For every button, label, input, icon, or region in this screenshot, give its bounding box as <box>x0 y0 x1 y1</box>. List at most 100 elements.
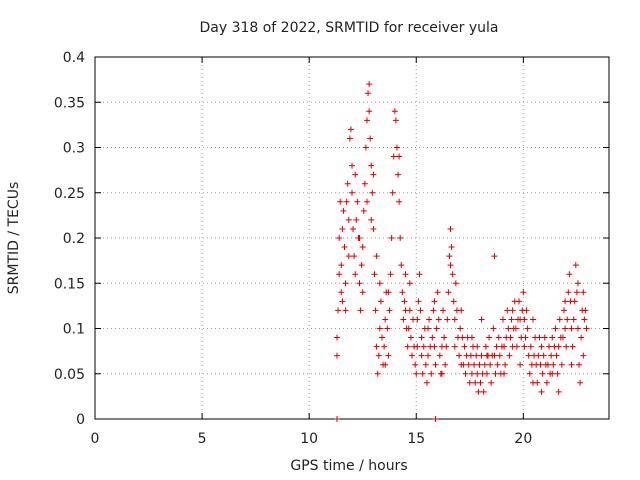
data-point <box>431 343 438 350</box>
data-point <box>506 352 513 359</box>
data-point <box>482 343 489 350</box>
data-point <box>365 90 372 97</box>
data-point <box>488 379 495 386</box>
data-point <box>436 352 443 359</box>
data-point <box>521 343 528 350</box>
data-point <box>389 189 396 196</box>
data-point <box>347 126 354 133</box>
data-point <box>356 235 363 241</box>
data-point <box>509 307 516 314</box>
data-point <box>352 171 359 178</box>
data-point <box>523 307 530 314</box>
data-point <box>537 361 544 368</box>
data-point <box>529 316 536 323</box>
data-point <box>371 271 378 278</box>
x-tick-label: 10 <box>300 431 318 447</box>
data-point <box>477 379 484 386</box>
data-point <box>543 379 550 386</box>
data-point <box>442 361 449 368</box>
data-point <box>451 316 458 323</box>
data-point <box>413 370 420 377</box>
data-point <box>448 244 455 251</box>
data-point <box>372 307 379 314</box>
x-axis-label: GPS time / hours <box>290 458 407 474</box>
data-point <box>334 334 341 341</box>
data-point <box>563 343 570 350</box>
data-point <box>357 307 364 314</box>
data-point <box>351 253 358 260</box>
x-axis: 0 5 10 15 20 <box>91 57 532 447</box>
data-point <box>527 343 534 350</box>
y-tick-label: 0.25 <box>54 186 85 202</box>
y-tick-label: 0 <box>76 412 85 428</box>
data-point <box>418 352 425 359</box>
data-point <box>373 253 380 260</box>
data-point <box>447 225 454 232</box>
data-point <box>513 343 520 350</box>
data-point <box>425 352 432 359</box>
data-point <box>578 334 585 341</box>
data-point <box>450 298 457 305</box>
data-point <box>553 352 560 359</box>
data-point <box>443 343 450 350</box>
data-point <box>334 416 341 422</box>
data-point <box>561 307 568 314</box>
data-point <box>534 379 541 386</box>
data-point <box>541 334 548 341</box>
data-point <box>418 334 425 341</box>
data-point <box>354 198 361 205</box>
data-point <box>370 171 377 178</box>
data-point <box>536 334 543 341</box>
data-point <box>363 117 370 124</box>
data-point <box>339 225 346 232</box>
data-point <box>378 334 385 341</box>
data-point <box>440 307 447 314</box>
data-point <box>417 307 424 314</box>
data-point <box>569 343 576 350</box>
data-point <box>399 289 406 296</box>
data-point <box>397 235 404 241</box>
data-point <box>422 361 429 368</box>
data-point <box>385 289 392 296</box>
data-point <box>461 343 468 350</box>
data-point <box>474 370 481 377</box>
data-point <box>342 280 349 287</box>
data-point <box>385 352 392 359</box>
data-point <box>377 298 384 305</box>
data-point <box>555 388 562 395</box>
data-point <box>375 352 382 359</box>
data-point <box>338 262 345 269</box>
x-tick-label: 5 <box>198 431 207 447</box>
data-point <box>524 325 531 332</box>
data-point <box>549 334 556 341</box>
data-point <box>337 198 344 205</box>
data-point <box>520 289 527 296</box>
data-point <box>412 361 419 368</box>
data-point <box>474 343 481 350</box>
data-point <box>381 343 388 350</box>
data-point <box>458 307 465 314</box>
data-point <box>452 280 459 287</box>
data-point <box>349 189 355 196</box>
data-point <box>358 262 365 269</box>
data-point <box>478 352 485 359</box>
data-point <box>416 271 423 278</box>
data-point <box>574 325 581 332</box>
data-point <box>432 416 439 422</box>
data-point <box>458 361 465 368</box>
data-point <box>386 307 393 314</box>
data-point <box>562 298 569 305</box>
data-point <box>495 334 502 341</box>
data-point <box>342 307 349 314</box>
data-point <box>444 316 451 323</box>
data-point <box>343 198 350 205</box>
data-point <box>393 144 400 151</box>
data-point <box>368 162 375 169</box>
data-point <box>501 343 508 350</box>
data-point <box>468 370 475 377</box>
x-tick-label: 20 <box>514 431 532 447</box>
data-point <box>504 307 511 314</box>
data-point <box>400 316 407 323</box>
data-point <box>345 216 352 223</box>
data-point <box>339 298 346 305</box>
